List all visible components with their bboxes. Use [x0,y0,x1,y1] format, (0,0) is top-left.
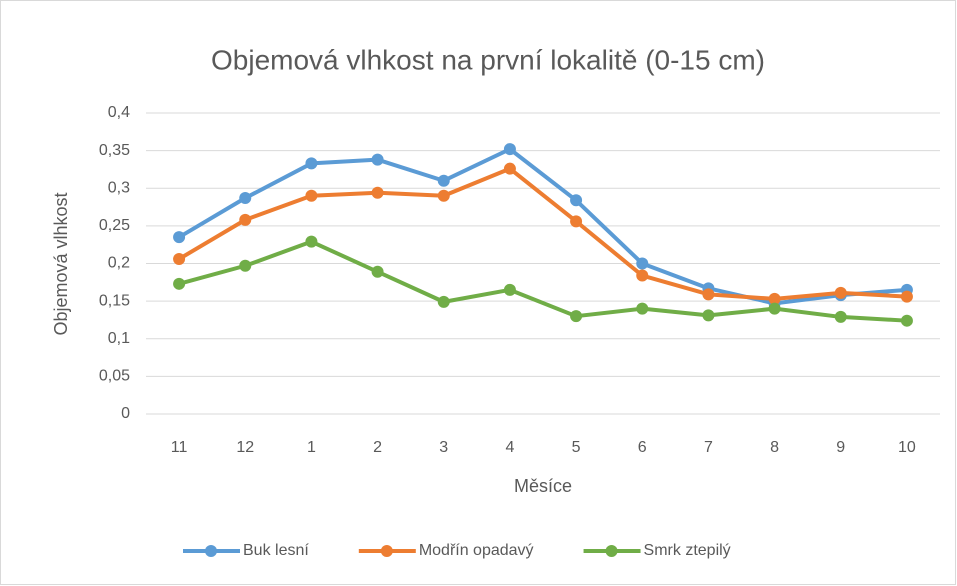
y-tick-label: 0,2 [108,255,130,272]
x-tick-label: 5 [572,439,581,456]
x-tick-label: 4 [505,439,514,456]
data-point [570,194,583,207]
legend-marker [380,545,393,557]
x-tick-label: 10 [898,439,916,456]
data-point [173,277,186,290]
x-tick-label: 9 [836,439,845,456]
data-point [371,186,384,199]
data-point [239,213,252,226]
data-point [371,265,384,278]
data-point [636,269,649,282]
data-point [371,153,384,166]
data-point [239,192,252,205]
data-point [305,235,318,248]
data-point [834,310,847,323]
y-tick-label: 0 [121,405,130,422]
y-tick-label: 0,25 [99,217,130,234]
data-point [570,310,583,323]
y-tick-label: 0,05 [99,368,130,385]
data-point [636,257,649,270]
x-tick-label: 8 [770,439,779,456]
legend-marker [605,545,618,557]
data-point [702,309,715,322]
series-line [178,239,908,323]
x-tick-label: 7 [704,439,713,456]
data-point [570,215,583,228]
data-point [173,252,186,265]
data-point [834,286,847,299]
x-axis-label: Měsíce [514,476,572,496]
data-point [437,295,450,308]
x-tick-label: 2 [373,439,382,456]
data-point [437,189,450,202]
data-point [437,174,450,187]
legend-marker [205,545,217,557]
y-tick-label: 0,15 [99,292,130,309]
series-line [178,147,908,306]
y-tick-label: 0,4 [108,104,130,121]
x-tick-label: 6 [638,439,647,456]
x-tick-label: 11 [171,439,188,456]
data-point [900,290,913,303]
data-point [239,259,252,272]
legend-label: Buk lesní [243,542,309,559]
y-tick-label: 0,35 [99,142,130,159]
data-point [503,162,516,175]
y-axis-label: Objemová vlhkost [51,192,71,335]
data-point [173,231,186,244]
y-tick-label: 0,3 [108,179,130,196]
data-point [768,302,781,315]
x-tick-label: 12 [236,439,254,456]
y-tick-label: 0,1 [108,330,130,347]
chart-title: Objemová vlhkost na první lokalitě (0-15… [211,44,765,75]
data-point [900,314,913,327]
data-point [305,157,318,170]
data-point [503,283,516,296]
data-point [702,288,715,301]
legend-label: Modřín opadavý [419,542,534,559]
data-point [768,292,781,305]
data-point [636,302,649,315]
legend-label: Smrk ztepilý [644,542,731,559]
x-tick-label: 1 [307,439,316,456]
series-line [178,166,908,301]
data-point [503,143,516,156]
x-tick-label: 3 [439,439,448,456]
data-point [305,189,318,202]
